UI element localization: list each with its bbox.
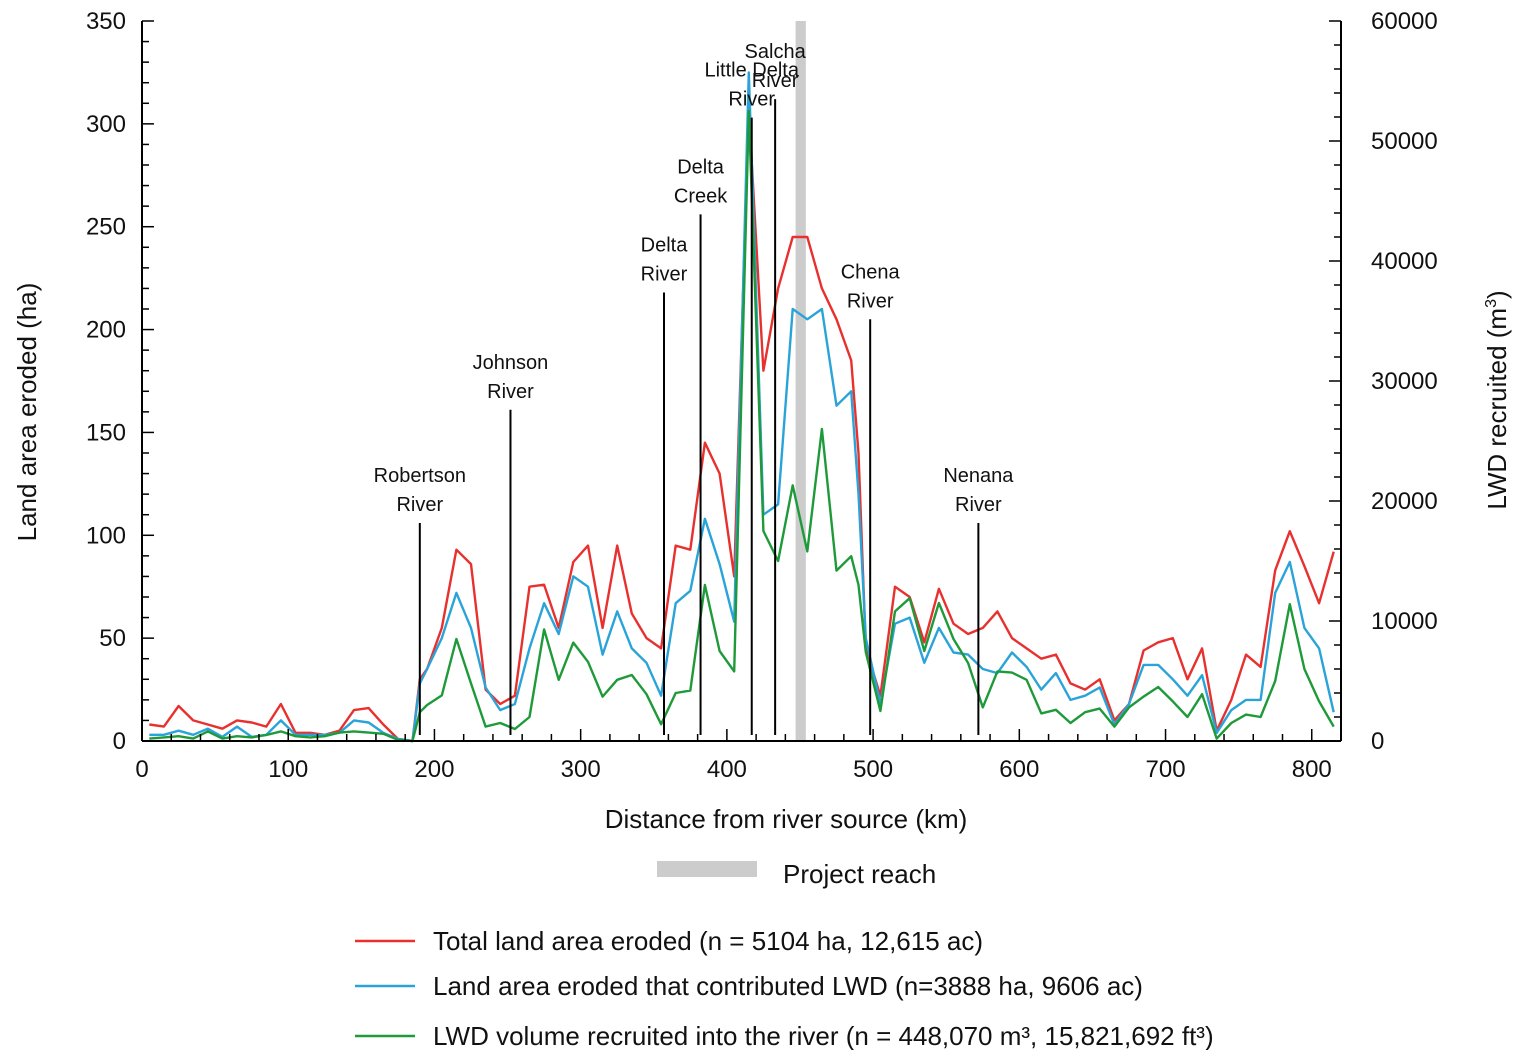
x-axis-title: Distance from river source (km): [605, 804, 968, 834]
tributary-2: Delta River: [641, 235, 689, 735]
x-tick-label: 200: [414, 756, 454, 783]
y-tick-label: 350: [86, 8, 126, 35]
y2-axis-title-main: LWD recruited (m: [1482, 308, 1512, 510]
legend-label-lwd-volume: LWD volume recruited into the river (n =…: [433, 1021, 1214, 1050]
legend: Project reach Total land area eroded (n …: [355, 859, 1214, 1050]
legend-label-total-eroded: Total land area eroded (n = 5104 ha, 12,…: [433, 926, 983, 956]
y-tick-label: 300: [86, 111, 126, 138]
project-reach-band: [795, 21, 806, 741]
x-tick-label: 0: [135, 756, 148, 783]
tributary-7: Nenana River: [943, 465, 1014, 735]
y-tick-label: 150: [86, 419, 126, 446]
tributary-label: River: [955, 494, 1002, 516]
tributary-3: Delta Creek: [674, 156, 728, 735]
tributary-0: Robertson River: [374, 465, 466, 735]
axes: 0 100 200 300 400 500 600 700 800 0 50 100 150 200 250…: [86, 8, 1438, 783]
tributary-label: Nenana: [943, 465, 1014, 487]
y2-tick-label: 60000: [1371, 8, 1438, 35]
series-line-2: [149, 109, 1335, 743]
tributary-label: Delta: [641, 235, 689, 257]
y2-tick-label: 30000: [1371, 368, 1438, 395]
y-tick-label: 50: [99, 625, 126, 652]
x-tick-label: 600: [999, 756, 1039, 783]
tributary-label: River: [728, 89, 775, 111]
tributary-1: Johnson River: [473, 352, 549, 735]
x-tick-label: 800: [1292, 756, 1332, 783]
series-layer: [149, 71, 1335, 743]
x-tick-label: 400: [707, 756, 747, 783]
x-tick-label: 100: [268, 756, 308, 783]
y2-tick-label: 40000: [1371, 248, 1438, 275]
tributary-label: River: [396, 494, 443, 516]
tributary-label: Creek: [674, 185, 728, 207]
tributary-label: Salcha: [745, 41, 807, 63]
x-tick-label: 700: [1146, 756, 1186, 783]
y-tick-label: 0: [113, 728, 126, 755]
y-tick-label: 100: [86, 522, 126, 549]
tributary-label: River: [847, 290, 894, 312]
x-tick-label: 500: [853, 756, 893, 783]
tributary-label: Chena: [841, 261, 901, 283]
tributary-6: Chena River: [841, 261, 901, 735]
y2-tick-label: 20000: [1371, 488, 1438, 515]
x-tick-label: 300: [561, 756, 601, 783]
tributary-label: Delta: [677, 156, 725, 178]
y2-tick-label: 10000: [1371, 608, 1438, 635]
y2-axis-title-sup: 3: [1483, 299, 1500, 308]
tributary-markers: RobertsonRiverJohnsonRiverDeltaRiverDelt…: [374, 41, 1014, 735]
tributary-label: River: [487, 381, 534, 403]
tributary-label: River: [641, 264, 688, 286]
y-axis-title: Land area eroded (ha): [12, 283, 42, 542]
tributary-5: Salcha River: [745, 41, 807, 735]
legend-label-project-reach: Project reach: [783, 859, 936, 889]
y2-axis-title: LWD recruited (m3): [1482, 290, 1512, 509]
y2-tick-label: 0: [1371, 728, 1384, 755]
legend-label-lwd-area: Land area eroded that contributed LWD (n…: [433, 971, 1143, 1001]
y2-tick-label: 50000: [1371, 128, 1438, 155]
tributary-label: River: [752, 70, 799, 92]
tributary-label: Johnson: [473, 352, 549, 374]
y-tick-label: 200: [86, 317, 126, 344]
tributary-label: Robertson: [374, 465, 466, 487]
y2-axis-title-close: ): [1482, 290, 1512, 299]
tributary-label: Little Delta: [704, 60, 799, 82]
y-tick-label: 250: [86, 214, 126, 241]
plot-area: RobertsonRiverJohnsonRiverDeltaRiverDelt…: [149, 21, 1335, 743]
